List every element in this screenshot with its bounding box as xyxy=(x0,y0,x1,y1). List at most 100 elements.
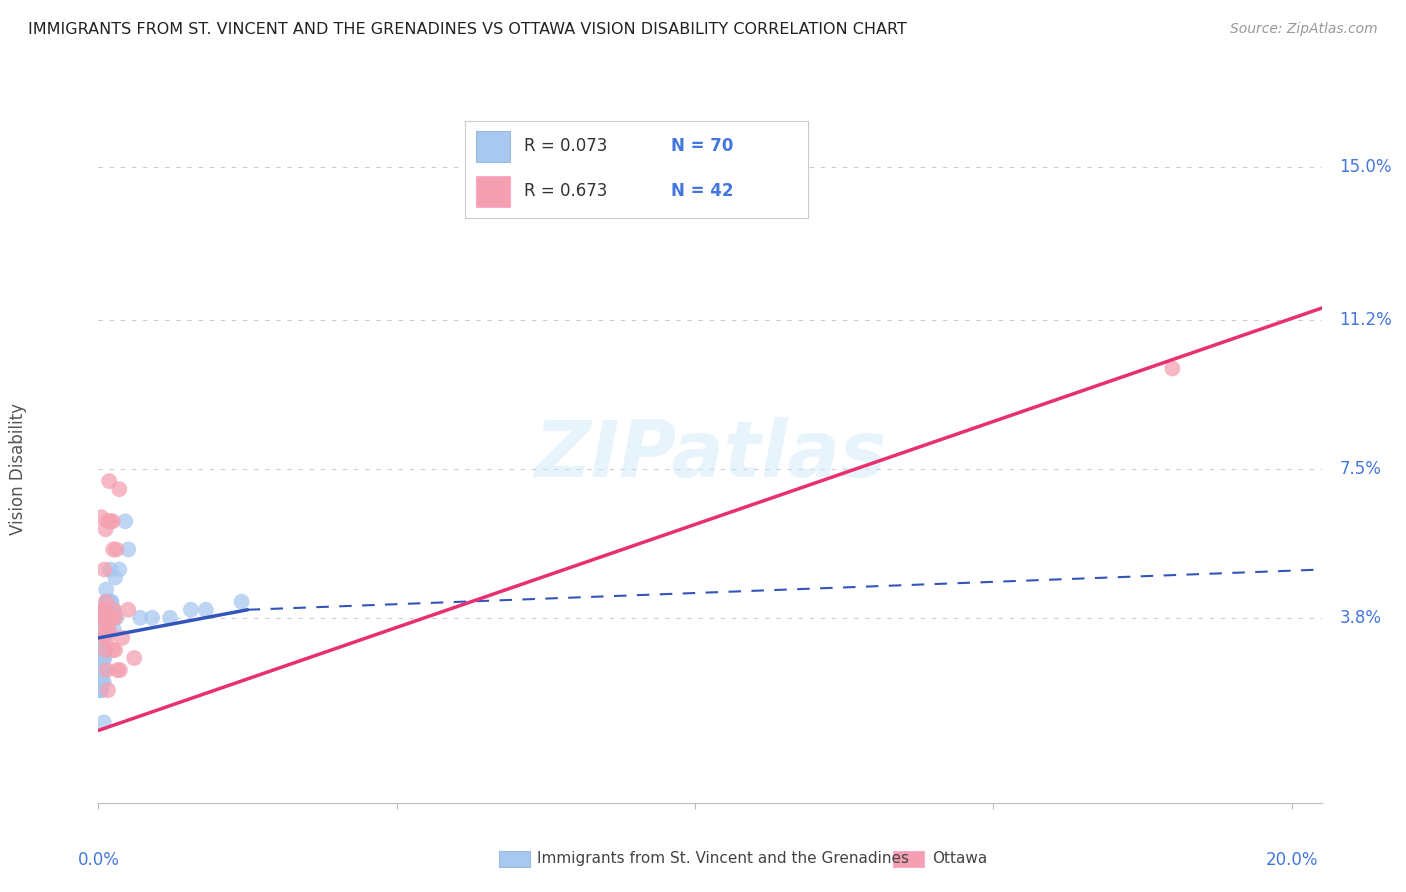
Text: 15.0%: 15.0% xyxy=(1340,159,1392,177)
Point xyxy=(91,611,114,625)
Point xyxy=(98,595,121,609)
Point xyxy=(194,603,217,617)
Point xyxy=(98,562,121,576)
Point xyxy=(93,715,115,730)
Point xyxy=(90,611,112,625)
Point xyxy=(122,651,145,665)
Point xyxy=(108,482,131,496)
Point xyxy=(103,603,125,617)
Point xyxy=(91,643,114,657)
Point xyxy=(94,603,117,617)
Point xyxy=(94,611,117,625)
Point xyxy=(94,522,117,536)
Point xyxy=(103,623,125,637)
Point xyxy=(97,611,120,625)
Point xyxy=(96,611,118,625)
Point xyxy=(90,611,112,625)
Text: ZIPatlas: ZIPatlas xyxy=(534,417,886,493)
Text: Ottawa: Ottawa xyxy=(932,852,987,866)
Point xyxy=(94,623,117,637)
Point xyxy=(98,623,121,637)
Point xyxy=(96,611,118,625)
Text: Vision Disability: Vision Disability xyxy=(8,403,27,535)
Point xyxy=(91,611,114,625)
Point xyxy=(96,611,118,625)
Point xyxy=(93,611,115,625)
Point xyxy=(117,603,139,617)
Point xyxy=(96,582,118,597)
Point xyxy=(96,595,118,609)
Point xyxy=(96,611,118,625)
Point xyxy=(108,663,131,677)
Point xyxy=(101,611,124,625)
Point xyxy=(91,611,114,625)
Point xyxy=(96,631,118,645)
Point xyxy=(100,611,122,625)
Point xyxy=(103,542,125,557)
Point xyxy=(94,611,117,625)
Point xyxy=(103,603,125,617)
Point xyxy=(159,611,181,625)
Point xyxy=(91,635,114,649)
Point xyxy=(94,643,117,657)
Text: 11.2%: 11.2% xyxy=(1340,311,1392,329)
Point xyxy=(93,675,115,690)
Point xyxy=(93,651,115,665)
Point xyxy=(96,663,118,677)
Point xyxy=(97,611,120,625)
Point xyxy=(90,611,112,625)
Point xyxy=(90,675,112,690)
Text: 20.0%: 20.0% xyxy=(1265,851,1317,869)
Point xyxy=(97,611,120,625)
Point xyxy=(93,651,115,665)
Point xyxy=(100,611,122,625)
Point xyxy=(91,611,114,625)
Point xyxy=(93,603,115,617)
Point xyxy=(117,542,139,557)
Point xyxy=(94,611,117,625)
Point xyxy=(91,631,114,645)
Point xyxy=(104,611,127,625)
Point xyxy=(108,562,131,576)
Point xyxy=(91,651,114,665)
Point xyxy=(91,631,114,645)
Point xyxy=(1161,361,1184,376)
Point xyxy=(180,603,202,617)
Point xyxy=(96,611,118,625)
Point xyxy=(100,611,122,625)
Text: Source: ZipAtlas.com: Source: ZipAtlas.com xyxy=(1230,22,1378,37)
Point xyxy=(93,611,115,625)
Point xyxy=(96,595,118,609)
Point xyxy=(111,631,134,645)
Point xyxy=(90,611,112,625)
Point xyxy=(94,623,117,637)
Point xyxy=(100,611,122,625)
Point xyxy=(89,663,111,677)
Point xyxy=(97,514,120,528)
Point xyxy=(141,611,163,625)
Point xyxy=(114,514,136,528)
Point xyxy=(96,611,118,625)
Point xyxy=(96,611,118,625)
Point xyxy=(98,595,121,609)
Point xyxy=(105,542,128,557)
Point xyxy=(93,562,115,576)
Point xyxy=(98,611,121,625)
Point xyxy=(129,611,152,625)
Text: 3.8%: 3.8% xyxy=(1340,609,1382,627)
Point xyxy=(101,643,124,657)
Point xyxy=(100,611,122,625)
Point xyxy=(101,514,124,528)
Point xyxy=(97,611,120,625)
Point xyxy=(97,683,120,698)
Point xyxy=(105,611,128,625)
Point xyxy=(97,623,120,637)
Point xyxy=(101,603,124,617)
Text: 0.0%: 0.0% xyxy=(77,851,120,869)
Point xyxy=(104,571,127,585)
Point xyxy=(90,510,112,524)
Point xyxy=(91,635,114,649)
Point xyxy=(93,631,115,645)
Point xyxy=(94,603,117,617)
Point xyxy=(94,611,117,625)
